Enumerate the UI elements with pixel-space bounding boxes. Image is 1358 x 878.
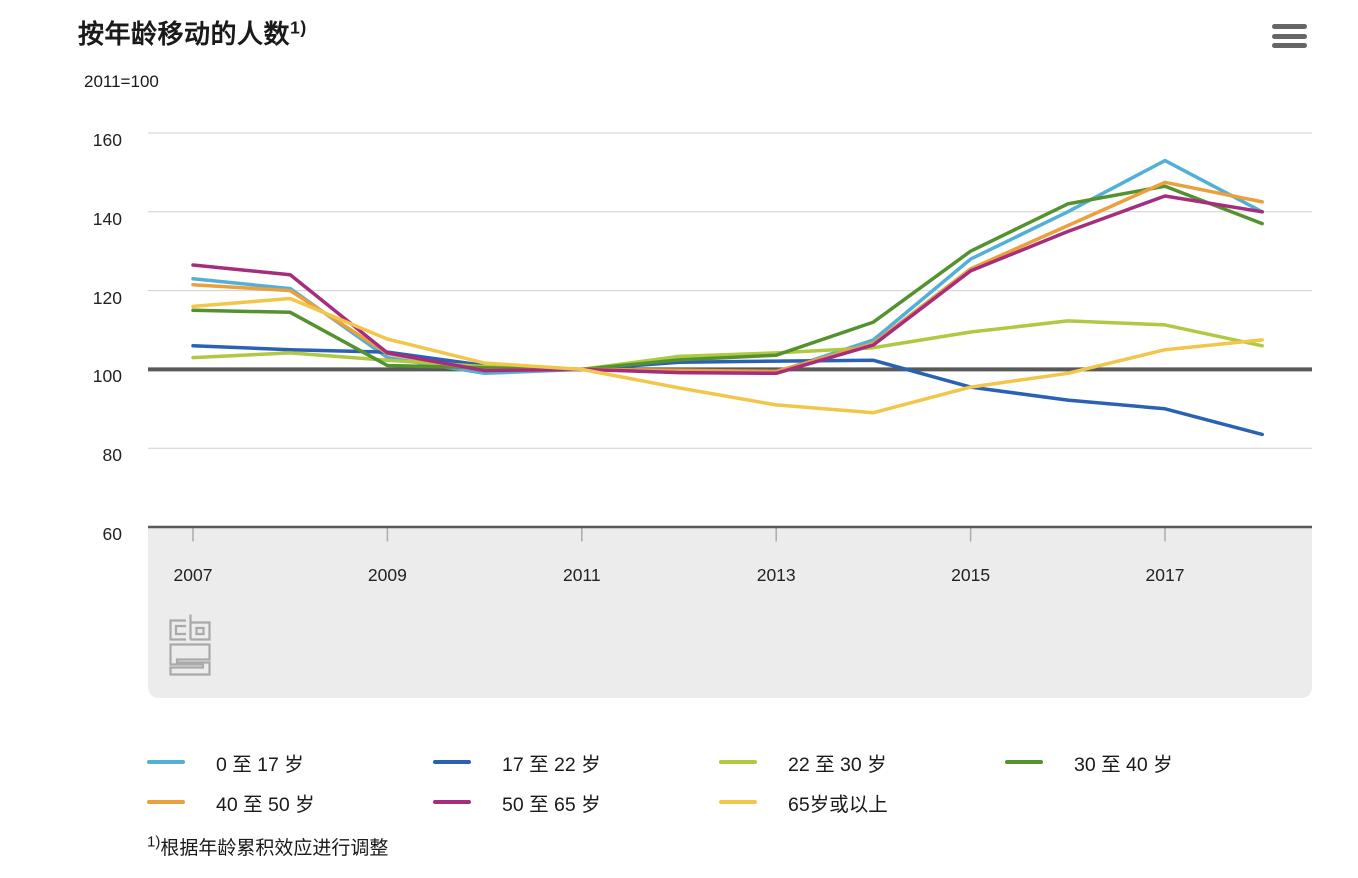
legend-swatch [147, 800, 185, 804]
plot-band [148, 528, 1312, 698]
x-axis-label: 2009 [367, 565, 407, 585]
legend-swatch [719, 800, 757, 804]
legend-swatch [719, 760, 757, 764]
y-axis-label: 60 [102, 524, 122, 544]
legend-item-17-22[interactable]: 17 至 22 岁 [433, 750, 601, 776]
cbs-logo-path [174, 624, 186, 636]
footnote-text: 根据年龄累积效应进行调整 [160, 838, 389, 859]
legend-swatch [433, 760, 471, 764]
series-line-3[interactable] [191, 184, 1264, 372]
cbs-logo-path [195, 626, 205, 636]
legend-label: 40 至 50 岁 [216, 793, 315, 816]
footnote-marker: 1) [147, 833, 161, 851]
legend-item-30-40[interactable]: 30 至 40 岁 [1005, 750, 1173, 776]
y-axis-label: 80 [102, 445, 122, 466]
y-axis-label: 160 [92, 130, 122, 150]
legend-label: 30 至 40 岁 [1074, 753, 1173, 776]
x-axis-label: 2017 [1145, 565, 1185, 585]
legend-item-0-17[interactable]: 0 至 17 岁 [147, 750, 304, 776]
title-footnote-marker: 1) [290, 17, 307, 38]
legend-label: 0 至 17 岁 [216, 753, 304, 776]
title-text: 按年龄移动的人数 [78, 19, 291, 49]
legend-swatch [1005, 760, 1043, 764]
series-line-5[interactable] [191, 194, 1264, 376]
y-axis-label: 100 [92, 366, 122, 387]
chart-subtitle: 2011=100 [84, 72, 159, 91]
legend-swatch [433, 800, 471, 804]
cbs-logo-path [169, 619, 186, 641]
y-axis-label: 120 [92, 287, 122, 308]
x-axis-label: 2013 [756, 565, 796, 585]
footnote: 1)根据年龄累积效应进行调整 [147, 833, 388, 860]
page-title: 按年龄移动的人数1) [78, 14, 307, 51]
hamburger-bar [1272, 24, 1307, 29]
cbs-logo-path [169, 643, 211, 676]
legend-item-22-30[interactable]: 22 至 30 岁 [719, 750, 887, 776]
legend-label: 17 至 22 岁 [502, 753, 601, 776]
hamburger-bar [1272, 43, 1307, 48]
series-line-6[interactable] [191, 296, 1264, 415]
legend-swatch [147, 760, 185, 764]
legend-label: 22 至 30 岁 [788, 753, 887, 776]
x-axis-label: 2007 [173, 565, 213, 585]
series-line-2[interactable] [191, 319, 1264, 372]
legend-item-65-plus[interactable]: 65岁或以上 [719, 790, 888, 816]
hamburger-bar [1272, 33, 1307, 39]
x-axis-label: 2011 [562, 565, 601, 585]
series-line-4[interactable] [191, 180, 1264, 374]
series-line-0[interactable] [191, 158, 1264, 376]
x-axis-label: 2015 [951, 565, 991, 585]
legend-item-40-50[interactable]: 40 至 50 岁 [147, 790, 315, 816]
y-axis-label: 140 [92, 208, 122, 229]
series-line-1[interactable] [191, 344, 1264, 437]
legend-label: 50 至 65 岁 [502, 793, 601, 816]
hamburger-menu-icon[interactable] [1272, 24, 1307, 51]
legend-label: 65岁或以上 [788, 793, 888, 816]
cbs-logo [169, 614, 211, 676]
cbs-logo-path [190, 621, 211, 641]
legend-item-50-65[interactable]: 50 至 65 岁 [433, 790, 601, 816]
